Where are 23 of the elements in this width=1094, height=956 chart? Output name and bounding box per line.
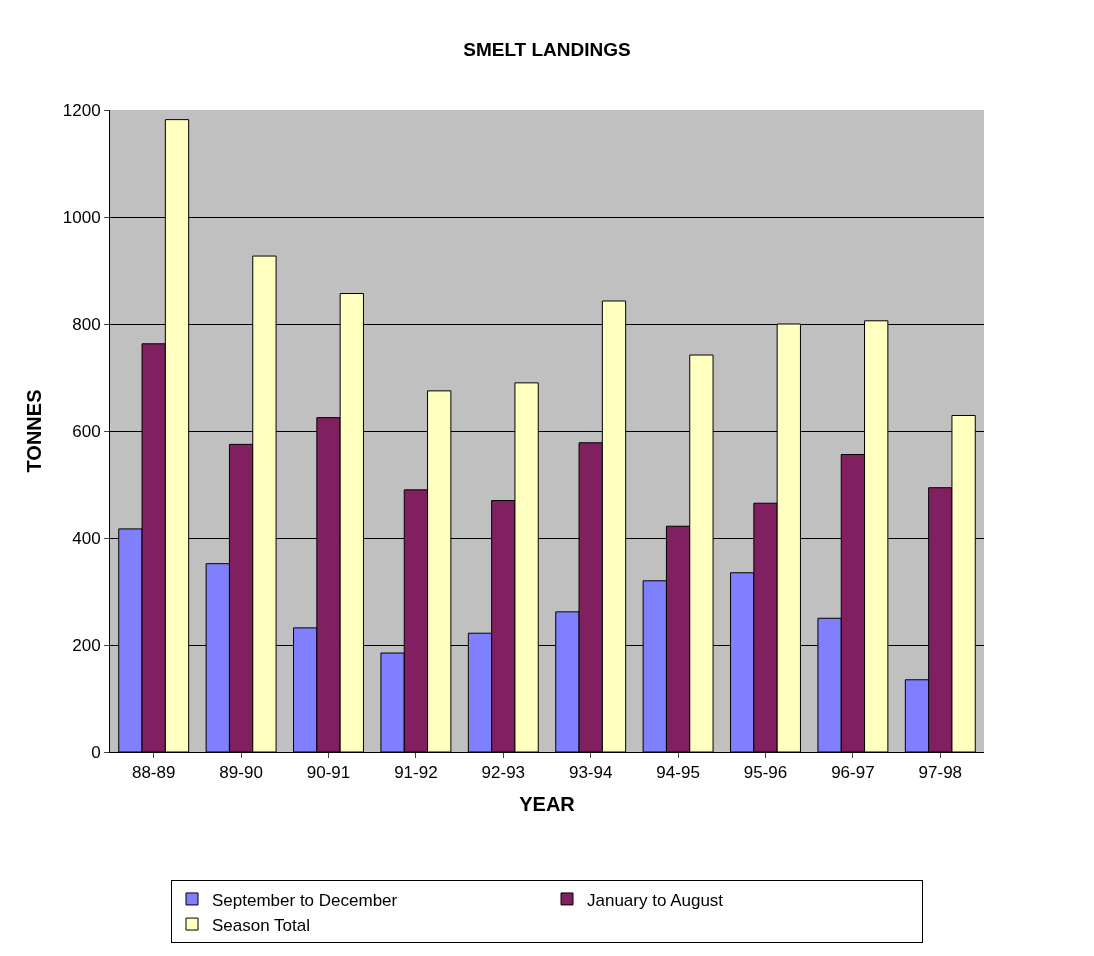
legend-label: Season Total	[212, 915, 310, 935]
x-tick-label: 94-95	[656, 763, 700, 783]
y-tick-label: 1200	[62, 100, 101, 120]
legend-label: September to December	[212, 890, 398, 910]
x-tick-label: 89-90	[219, 763, 263, 783]
y-axis-title: TONNES	[23, 389, 46, 473]
x-tick-label: 90-91	[306, 763, 351, 783]
x-tick-label: 96-97	[831, 763, 875, 783]
x-tick-label: 92-93	[481, 763, 526, 783]
y-tick-label: 800	[72, 314, 101, 334]
y-tick-label: 400	[72, 528, 101, 548]
x-axis-title: YEAR	[519, 792, 576, 815]
x-tick-label: 88-89	[131, 763, 176, 783]
chart-title: SMELT LANDINGS	[463, 39, 631, 61]
x-tick-label: 97-98	[918, 763, 963, 783]
y-tick-label: 600	[72, 421, 101, 441]
x-tick-label: 93-94	[568, 763, 613, 783]
x-tick-label: 95-96	[743, 763, 788, 783]
y-tick-label: 0	[91, 742, 101, 762]
x-tick-label: 91-92	[394, 763, 438, 783]
legend-label: January to August	[587, 890, 724, 910]
y-tick-label: 200	[72, 635, 101, 655]
y-tick-label: 1000	[62, 207, 101, 227]
